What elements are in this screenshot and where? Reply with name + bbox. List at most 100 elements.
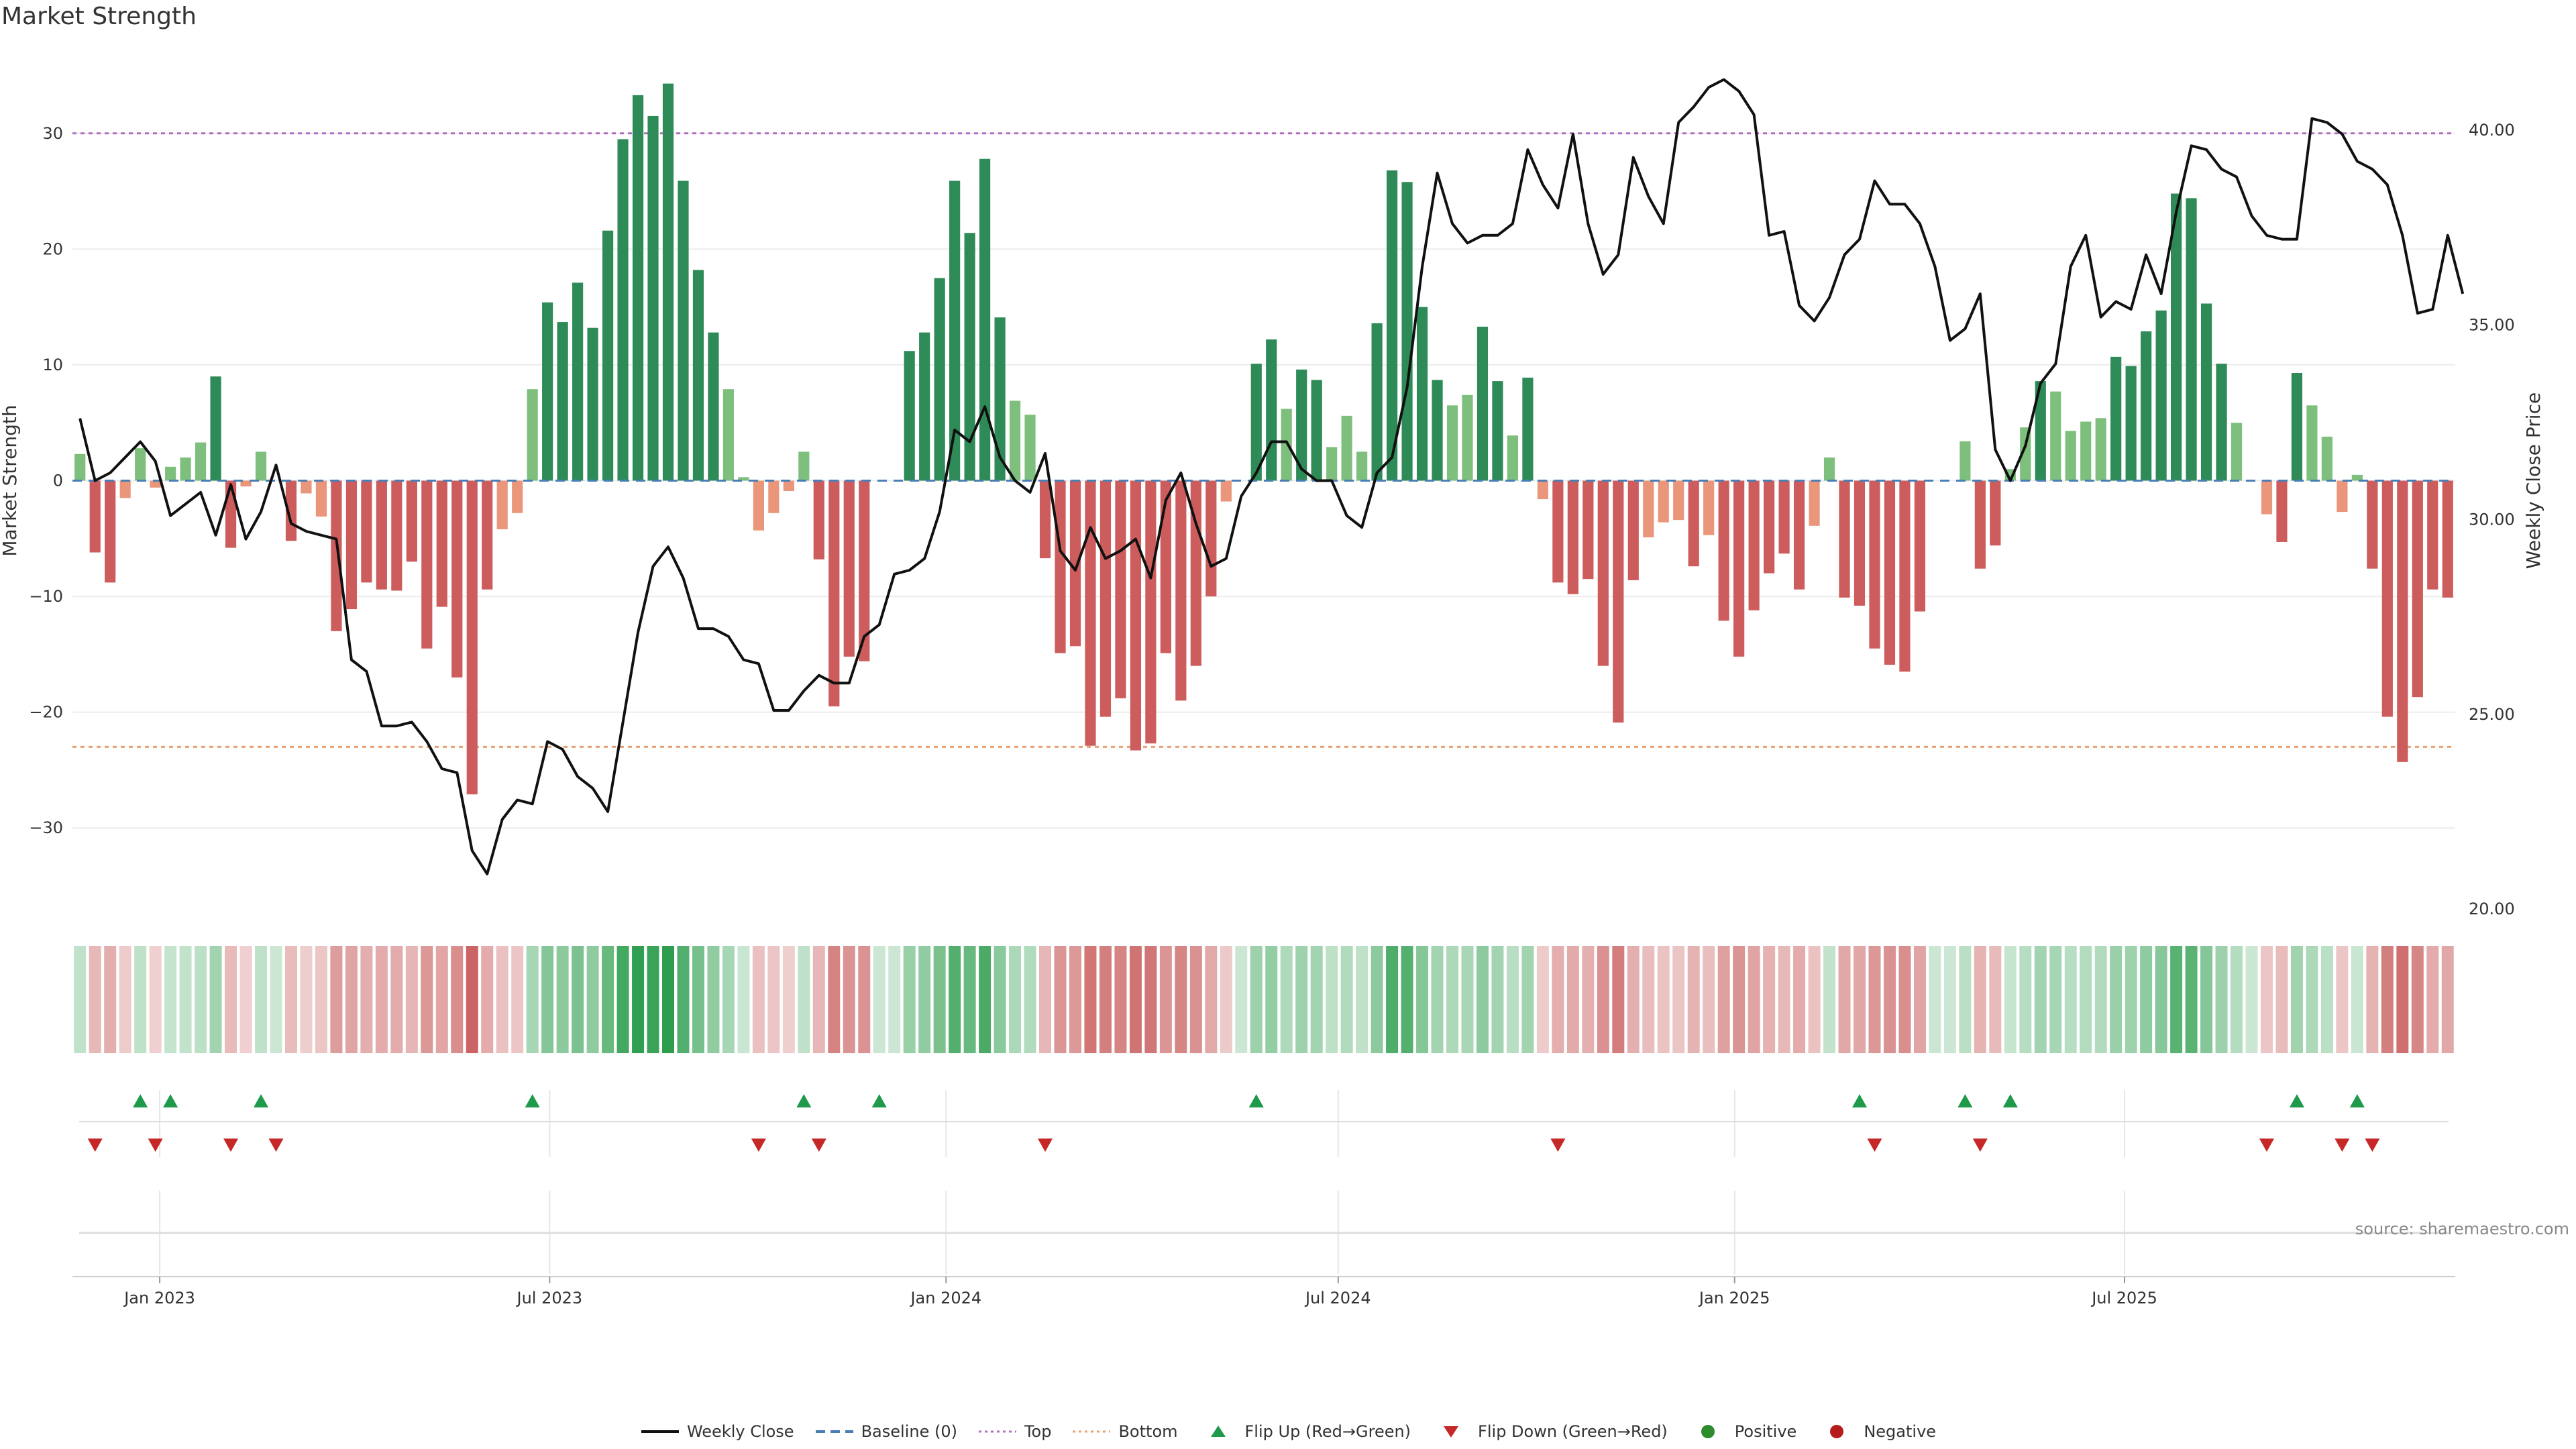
heat-strip-cell [586,946,599,1053]
flip-up-marker [2289,1094,2304,1108]
legend-swatch [978,1430,1016,1433]
strength-bar [2216,364,2227,481]
strength-bar [1356,451,1368,481]
heat-strip-cell [1597,946,1609,1053]
strength-bar [1205,480,1217,597]
legend-item: Weekly Close [640,1422,794,1441]
strength-bar [2186,198,2197,481]
strength-bar [1432,380,1443,481]
flip-up-marker [2002,1094,2018,1108]
heat-strip-cell [1250,946,1263,1053]
heat-strip-cell [1144,946,1157,1053]
heat-strip-cell [1159,946,1172,1053]
strength-bar [1823,457,1835,481]
heat-strip-cell [572,946,584,1053]
page-title: Market Strength [1,3,197,30]
flip-down-marker [223,1138,239,1152]
heat-strip-cell [1265,946,1278,1053]
heat-strip-cell [979,946,991,1053]
heat-strip-cell [1627,946,1640,1053]
legend-swatch [815,1430,853,1433]
heat-strip-cell [1416,946,1429,1053]
flip-up-marker [1957,1094,1973,1108]
heat-strip-cell [345,946,358,1053]
strength-bar [587,327,598,481]
strength-bar [994,317,1006,481]
heat-strip-cell [2110,946,2123,1053]
strength-bar [1809,480,1820,526]
heat-strip-cell [1205,946,1218,1053]
heat-strip-cell [888,946,901,1053]
heat-strip-cell [2320,946,2333,1053]
heat-strip-cell [541,946,554,1053]
strength-bar [949,180,961,481]
strength-bar [798,451,810,481]
strength-bar [361,480,372,583]
strength-bar [2291,373,2303,481]
heat-strip-cell [994,946,1006,1053]
heat-strip-cell [164,946,177,1053]
heat-strip-cell [1175,946,1187,1053]
heat-strip-cell [195,946,207,1053]
chart-legend: Weekly Close Baseline (0) Top Bottom Flip Up… [0,1422,2576,1441]
strength-bar [1175,480,1187,701]
heat-strip-cell [798,946,810,1053]
heat-strip-cell [1129,946,1142,1053]
strength-bar [1416,307,1428,481]
heat-strip-cell [2200,946,2213,1053]
flip-up-marker [1248,1094,1264,1108]
strength-bar [1522,377,1534,481]
heat-strip-cell [2290,946,2303,1053]
strength-bar [2337,480,2348,513]
strength-bar [738,477,749,481]
heat-strip-cell [1099,946,1112,1053]
heat-strip-cell [1235,946,1248,1053]
legend-label: Bottom [1118,1422,1178,1441]
heat-strip-cell [1476,946,1489,1053]
strength-bar [436,480,447,607]
legend-swatch [1444,1426,1459,1438]
heat-strip-cell [1386,946,1399,1053]
flip-up-marker [254,1094,269,1108]
heat-strip-cell [2170,946,2183,1053]
strength-bar [2276,480,2288,542]
heat-strip-cell [1733,946,1746,1053]
flip-down-marker [87,1138,103,1152]
strength-bar [859,480,870,661]
strength-bar [1899,480,1911,672]
legend-item: Positive [1688,1422,1796,1441]
strength-bar [1960,441,1971,481]
strength-bar [783,480,794,492]
strength-bar [2231,423,2243,481]
heat-strip-cell [496,946,508,1053]
heat-strip-cell [481,946,494,1053]
legend-item: Baseline (0) [814,1422,957,1441]
strength-bar [512,480,523,513]
legend-item: Flip Down (Green→Red) [1431,1422,1668,1441]
strength-bar [2171,193,2182,481]
strength-bar [2155,310,2167,481]
heat-strip-cell [1340,946,1353,1053]
heat-strip-cell [843,946,855,1053]
strength-bar [1401,182,1413,481]
strength-bar [345,480,357,610]
strength-bar [376,480,387,590]
heat-strip-cell [1898,946,1911,1053]
strength-bar [315,480,327,517]
strength-bar [828,480,840,707]
strength-bar [1326,447,1338,481]
heat-strip-cell [179,946,192,1053]
strength-bar [1220,480,1232,502]
strength-bar [1341,415,1352,481]
strength-bar [74,453,86,481]
strength-bar [2261,480,2273,515]
heat-strip-cell [647,946,659,1053]
strength-bar [1296,369,1307,481]
source-note: source: sharemaestro.com [2355,1220,2569,1238]
heat-strip-cell [1657,946,1670,1053]
strength-bar [617,139,629,481]
heat-strip-cell [2140,946,2153,1053]
heat-strip-cell [360,946,373,1053]
strength-bar [150,480,161,488]
